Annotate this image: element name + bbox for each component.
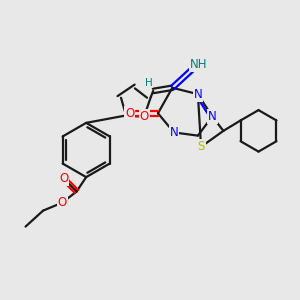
Text: N: N [208,110,217,123]
Text: O: O [58,196,67,209]
Text: N: N [169,126,178,139]
Text: O: O [59,172,68,185]
Text: O: O [125,107,134,120]
Text: O: O [140,110,149,123]
Text: H: H [145,78,152,88]
Text: N: N [194,88,202,100]
Text: NH: NH [190,58,208,71]
Text: S: S [197,140,205,153]
